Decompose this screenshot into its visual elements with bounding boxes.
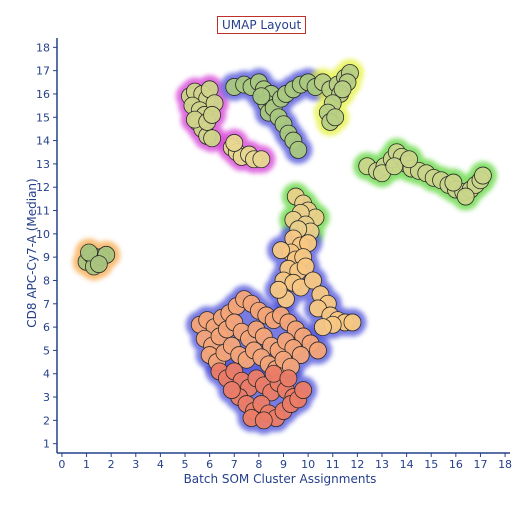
y-tick-label: 16 [36, 88, 50, 101]
data-point [294, 381, 313, 399]
x-tick-label: 11 [326, 458, 340, 471]
x-tick-label: 16 [449, 458, 463, 471]
data-point [80, 243, 98, 262]
data-point [296, 257, 315, 276]
x-tick-label: 8 [255, 458, 262, 471]
data-point [252, 150, 271, 169]
x-tick-label: 6 [206, 458, 213, 471]
y-tick-label: 10 [36, 228, 50, 241]
data-point [289, 141, 308, 159]
x-tick-label: 10 [301, 458, 315, 471]
data-point [474, 166, 492, 185]
data-point [304, 271, 322, 290]
y-tick-label: 15 [36, 111, 50, 124]
y-tick-label: 18 [36, 41, 50, 54]
y-tick-label: 13 [36, 158, 50, 171]
chart-axes: 0 1 2 3 4 5 6 7 8 9 10 11 12 13 14 15 16 17 18123456789101… [36, 38, 512, 471]
x-tick-label: 5 [182, 458, 189, 471]
y-tick-label: 7 [43, 298, 50, 311]
data-point [400, 150, 418, 169]
y-tick-label: 6 [43, 321, 50, 334]
data-point [309, 341, 327, 360]
data-point [252, 87, 271, 106]
x-tick-label: 4 [157, 458, 164, 471]
data-point [222, 381, 241, 399]
data-point [254, 411, 273, 430]
y-tick-label: 4 [43, 368, 50, 381]
data-point [385, 157, 404, 176]
y-tick-label: 3 [43, 391, 50, 404]
x-tick-label: 18 [498, 458, 512, 471]
data-point [444, 173, 463, 192]
y-axis-label: CD8 APC-Cy7-A (Median) [25, 178, 39, 328]
x-tick-label: 13 [375, 458, 389, 471]
y-tick-label: 11 [36, 205, 50, 218]
chart-title: UMAP Layout [217, 16, 307, 34]
data-point [225, 134, 244, 152]
data-point [291, 346, 310, 364]
data-point [264, 364, 283, 383]
x-tick-label: 15 [424, 458, 438, 471]
y-tick-label: 2 [43, 414, 50, 427]
data-point [89, 255, 108, 274]
data-point-layer [77, 64, 492, 430]
y-tick-label: 12 [36, 181, 50, 194]
data-point [333, 80, 352, 99]
x-tick-label: 17 [473, 458, 487, 471]
y-tick-label: 8 [43, 274, 50, 287]
x-tick-label: 1 [83, 458, 90, 471]
x-tick-label: 14 [400, 458, 414, 471]
data-point [272, 241, 290, 260]
data-point [313, 318, 332, 337]
x-tick-label: 9 [280, 458, 287, 471]
y-tick-label: 9 [43, 251, 50, 264]
data-point [269, 280, 288, 299]
data-point [343, 313, 362, 332]
x-tick-label: 7 [231, 458, 238, 471]
x-tick-label: 3 [132, 458, 139, 471]
y-tick-label: 5 [43, 344, 50, 357]
data-point [279, 369, 298, 388]
y-tick-label: 17 [36, 65, 50, 78]
data-point [203, 106, 222, 124]
data-point [326, 108, 345, 127]
x-tick-label: 2 [108, 458, 115, 471]
x-tick-label: 12 [350, 458, 364, 471]
data-point [456, 187, 475, 206]
y-tick-label: 14 [36, 135, 50, 148]
x-tick-label: 0 [58, 458, 65, 471]
data-point [203, 129, 222, 148]
x-axis-label: Batch SOM Cluster Assignments [183, 472, 377, 486]
y-tick-label: 1 [43, 438, 50, 451]
